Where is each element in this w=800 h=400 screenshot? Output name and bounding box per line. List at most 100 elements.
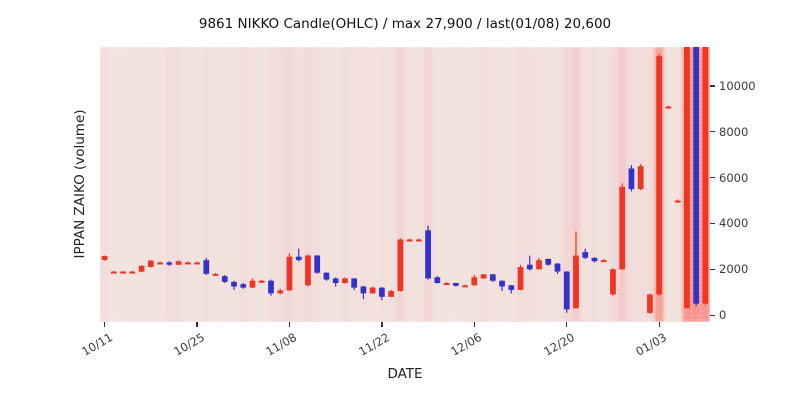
candle-body bbox=[656, 56, 663, 295]
bg-stripe bbox=[534, 47, 544, 322]
candle-body bbox=[554, 263, 561, 272]
candle-body bbox=[462, 285, 468, 288]
candle-body bbox=[674, 200, 681, 203]
x-tick-mark bbox=[473, 322, 475, 327]
bg-stripe bbox=[673, 47, 683, 322]
bg-stripe bbox=[155, 47, 165, 322]
x-tick-mark bbox=[658, 322, 660, 327]
candle-body bbox=[342, 278, 348, 284]
bg-stripe bbox=[118, 47, 128, 322]
y-tick-label: 2000 bbox=[719, 262, 749, 277]
candle-body bbox=[111, 271, 117, 274]
candle-body bbox=[305, 255, 311, 286]
candle-body bbox=[508, 285, 515, 290]
x-tick-label: 11/22 bbox=[356, 330, 392, 359]
bg-stripe bbox=[331, 47, 341, 322]
y-tick-label: 0 bbox=[719, 308, 727, 323]
bg-stripe bbox=[599, 47, 609, 322]
candle-body bbox=[526, 264, 533, 270]
candle-body bbox=[240, 284, 247, 288]
bg-stripe bbox=[238, 47, 248, 322]
bg-stripe bbox=[312, 47, 322, 322]
bg-stripe bbox=[136, 47, 147, 322]
bg-stripe bbox=[275, 47, 285, 322]
candle-body bbox=[120, 271, 126, 274]
bg-stripe bbox=[377, 47, 387, 322]
bg-stripe bbox=[229, 47, 239, 322]
bg-stripe bbox=[543, 47, 553, 322]
y-tick-label: 6000 bbox=[719, 170, 749, 185]
y-tick-label: 10000 bbox=[719, 78, 756, 93]
x-tick-label: 01/03 bbox=[633, 330, 670, 359]
bg-stripe bbox=[608, 47, 618, 322]
bg-stripe bbox=[201, 47, 211, 322]
candle-body bbox=[637, 166, 644, 190]
candle-body bbox=[360, 286, 367, 294]
y-tick-label: 4000 bbox=[719, 216, 749, 231]
bg-stripe bbox=[460, 47, 470, 322]
candle-body bbox=[563, 271, 570, 310]
candle-body bbox=[221, 276, 228, 282]
bg-stripe bbox=[525, 47, 535, 322]
bg-stripe bbox=[395, 47, 405, 322]
bg-stripe bbox=[100, 47, 110, 322]
bg-stripe bbox=[321, 47, 332, 322]
x-axis-label: DATE bbox=[387, 366, 423, 382]
bg-stripe bbox=[432, 47, 442, 322]
y-tick-label: 8000 bbox=[719, 124, 749, 139]
candle-body bbox=[452, 283, 459, 286]
bg-stripe bbox=[284, 47, 295, 322]
bg-stripe bbox=[506, 47, 516, 322]
plot-area bbox=[100, 47, 710, 322]
candle-body bbox=[610, 269, 616, 295]
bg-stripes bbox=[100, 47, 710, 322]
candle-body bbox=[314, 255, 321, 273]
candle-body bbox=[203, 260, 210, 274]
x-tick-mark bbox=[196, 322, 198, 327]
candle-body bbox=[295, 256, 302, 261]
candle-body bbox=[147, 260, 154, 267]
candle-body bbox=[286, 256, 293, 291]
bg-stripe bbox=[451, 47, 461, 322]
x-tick-mark bbox=[381, 322, 383, 327]
candle-body bbox=[369, 287, 376, 294]
candle-body bbox=[277, 290, 284, 294]
candle-body bbox=[425, 230, 431, 279]
candle-body bbox=[489, 274, 496, 281]
bg-stripe bbox=[663, 47, 674, 322]
x-tick-label: 10/11 bbox=[78, 330, 115, 359]
x-tick-mark bbox=[566, 322, 568, 327]
candle-body bbox=[591, 257, 598, 262]
candle-body bbox=[138, 265, 145, 272]
candle-body bbox=[600, 260, 607, 263]
candle-body bbox=[268, 280, 274, 294]
candle-body bbox=[582, 252, 589, 258]
y-tick-mark bbox=[710, 177, 715, 179]
candle-body bbox=[628, 168, 635, 190]
bg-stripe bbox=[164, 47, 174, 322]
candle-body bbox=[101, 256, 108, 261]
bg-stripe bbox=[571, 47, 581, 322]
candle-body bbox=[157, 262, 163, 265]
bg-stripe bbox=[589, 47, 600, 322]
candle-body bbox=[693, 47, 699, 304]
y-axis-label: IPPAN ZAIKO (volume) bbox=[72, 109, 88, 259]
bg-stripe bbox=[414, 47, 424, 322]
bg-stripe bbox=[423, 47, 433, 322]
candles bbox=[101, 47, 709, 314]
x-tick-label: 12/06 bbox=[448, 330, 485, 359]
candle-body bbox=[249, 280, 256, 288]
x-tick-label: 11/08 bbox=[263, 330, 300, 359]
bg-stripe bbox=[294, 47, 304, 322]
y-tick-mark bbox=[710, 222, 715, 225]
candle-body bbox=[573, 255, 579, 309]
bg-stripe bbox=[210, 47, 221, 322]
candle-body bbox=[619, 186, 626, 270]
bg-stripe bbox=[173, 47, 184, 322]
bg-stripe bbox=[340, 47, 350, 322]
candle-body bbox=[129, 271, 136, 274]
candle-body bbox=[231, 281, 237, 287]
candle-body bbox=[166, 262, 173, 265]
bg-stripe bbox=[478, 47, 489, 322]
